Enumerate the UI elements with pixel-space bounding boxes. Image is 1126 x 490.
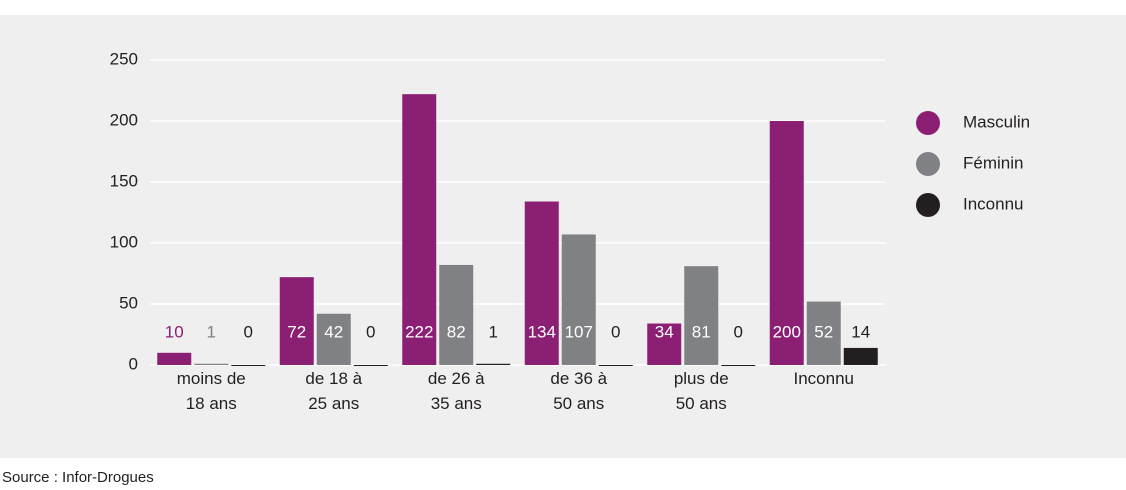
value-label: 14 [851, 322, 870, 341]
legend-label: Masculin [963, 112, 1030, 131]
x-tick-label: moins de 18 ans [177, 369, 246, 413]
bar [353, 365, 388, 366]
legend-swatch [916, 193, 940, 217]
y-tick-label: 50 [119, 293, 138, 312]
bar [647, 323, 682, 365]
source: Source : Infor-Drogues [2, 469, 154, 486]
y-tick-label: 0 [129, 354, 138, 373]
bar [231, 365, 266, 366]
bar [524, 201, 559, 365]
x-tick-label: de 26 à 35 ans [428, 369, 485, 413]
bar [279, 277, 314, 365]
legend-swatch [916, 111, 940, 135]
y-tick-label: 100 [110, 232, 138, 251]
value-label: 42 [324, 322, 343, 341]
bar [684, 266, 719, 365]
y-tick-label: 150 [110, 171, 138, 190]
bar [316, 313, 351, 365]
value-label: 81 [692, 322, 711, 341]
x-tick-label: plus de 50 ans [674, 369, 729, 413]
value-label: 34 [655, 322, 674, 341]
bar [598, 365, 633, 366]
value-label: 1 [489, 322, 498, 341]
legend-label: Inconnu [963, 194, 1024, 213]
value-label: 134 [528, 322, 556, 341]
value-label: 107 [565, 322, 593, 341]
y-tick-label: 250 [110, 49, 138, 68]
value-label: 82 [447, 322, 466, 341]
value-label: 1 [207, 322, 216, 341]
bar [806, 301, 841, 365]
value-label: 52 [814, 322, 833, 341]
value-label: 0 [244, 322, 253, 341]
bar [194, 363, 229, 365]
legend-label: Féminin [963, 153, 1023, 172]
x-tick-label: de 36 à 50 ans [550, 369, 607, 413]
value-label: 10 [165, 322, 184, 341]
x-tick-label: Inconnu [794, 369, 855, 388]
bar [157, 352, 192, 365]
bar [439, 264, 474, 365]
bar [843, 347, 878, 365]
value-label: 0 [366, 322, 375, 341]
bar [769, 121, 804, 365]
value-label: 0 [611, 322, 620, 341]
bar [561, 234, 596, 365]
bar [402, 94, 437, 365]
value-label: 200 [773, 322, 801, 341]
value-label: 0 [734, 322, 743, 341]
y-tick-label: 200 [110, 110, 138, 129]
bar [476, 363, 511, 365]
value-label: 222 [405, 322, 433, 341]
value-label: 72 [287, 322, 306, 341]
x-tick-label: de 18 à 25 ans [305, 369, 362, 413]
legend-swatch [916, 152, 940, 176]
bar [721, 365, 756, 366]
